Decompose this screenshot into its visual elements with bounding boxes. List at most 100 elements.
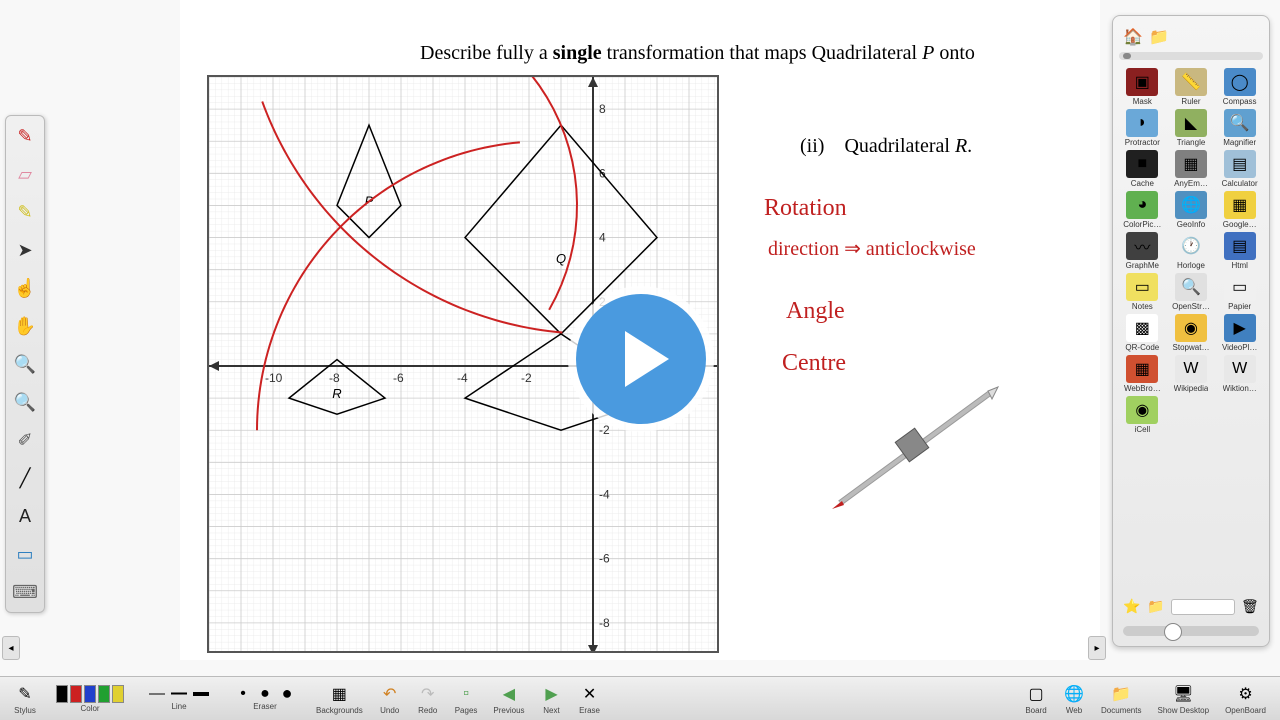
backgrounds-button[interactable]: ▦ Backgrounds — [310, 683, 369, 715]
eraser-icon[interactable]: ▱ — [11, 160, 39, 188]
widget-compass[interactable]: ◯Compass — [1216, 68, 1263, 106]
widget-label: Mask — [1133, 97, 1152, 106]
color-swatch[interactable] — [84, 685, 96, 703]
widget-panel-scrollbar[interactable] — [1119, 52, 1263, 60]
widget-ruler[interactable]: 📏Ruler — [1168, 68, 1215, 106]
star-icon[interactable]: ⭐ — [1123, 598, 1141, 616]
handwriting-rotation: Rotation — [764, 195, 847, 222]
folder-nav-icon[interactable]: 📁 — [1149, 27, 1167, 45]
widget-label: Calculator — [1222, 179, 1258, 188]
widget-label: Ruler — [1181, 97, 1200, 106]
eraser-large[interactable]: ● — [278, 687, 296, 701]
widget-stopwat[interactable]: ◉Stopwat… — [1168, 314, 1215, 352]
play-button[interactable] — [576, 294, 706, 424]
widget-icon: 〰 — [1126, 232, 1158, 260]
openboard-button[interactable]: ⚙ OpenBoard — [1219, 683, 1272, 715]
pages-button[interactable]: ▫ Pages — [449, 683, 484, 715]
widget-calculator[interactable]: ▤Calculator — [1216, 150, 1263, 188]
widget-icell[interactable]: ◉iCell — [1119, 396, 1166, 434]
widget-wiktion[interactable]: WWiktion… — [1216, 355, 1263, 393]
keyboard-icon[interactable]: ⌨ — [11, 578, 39, 606]
widget-graphme[interactable]: 〰GraphMe — [1119, 232, 1166, 270]
widget-anyem[interactable]: ▦AnyEm… — [1168, 150, 1215, 188]
svg-text:8: 8 — [599, 102, 606, 116]
dropper-icon[interactable]: ✐ — [11, 426, 39, 454]
hand-point-icon[interactable]: ☝ — [11, 274, 39, 302]
previous-button[interactable]: ◀ Previous — [487, 683, 530, 715]
line-thin[interactable] — [148, 687, 166, 701]
line-thick[interactable] — [192, 687, 210, 701]
widget-geoinfo[interactable]: 🌐GeoInfo — [1168, 191, 1215, 229]
handwriting-direction: direction ⇒ anticlockwise — [768, 236, 976, 261]
widget-triangle[interactable]: ◣Triangle — [1168, 109, 1215, 147]
widget-openstr[interactable]: 🔍OpenStr… — [1168, 273, 1215, 311]
widget-icon: ▤ — [1224, 232, 1256, 260]
hand-pan-icon[interactable]: ✋ — [11, 312, 39, 340]
web-icon: 🌐 — [1063, 683, 1085, 705]
widget-label: ColorPic… — [1123, 220, 1161, 229]
widget-icon: ◕ — [1126, 191, 1158, 219]
widget-horloge[interactable]: 🕐Horloge — [1168, 232, 1215, 270]
widget-google[interactable]: ▦Google… — [1216, 191, 1263, 229]
line-med[interactable] — [170, 687, 188, 701]
widget-label: AnyEm… — [1174, 179, 1208, 188]
zoom-out-icon[interactable]: 🔍 — [11, 388, 39, 416]
board-button[interactable]: ▢ Board — [1019, 683, 1053, 715]
eraser-med[interactable]: ● — [256, 687, 274, 701]
trash-icon[interactable]: 🗑 — [1241, 598, 1259, 616]
show-desktop-button[interactable]: 🖥 Show Desktop — [1151, 683, 1215, 715]
pen-red-icon[interactable]: ✎ — [11, 122, 39, 150]
widget-zoom-slider[interactable] — [1123, 626, 1259, 636]
home-icon[interactable]: 🏠 — [1123, 27, 1141, 45]
stylus-button[interactable]: ✎ Stylus — [8, 683, 42, 715]
widget-html[interactable]: ▤Html — [1216, 232, 1263, 270]
eraser-small[interactable]: • — [234, 687, 252, 701]
handwriting-angle: Angle — [786, 298, 845, 325]
widget-label: Horloge — [1177, 261, 1205, 270]
widget-qrcode[interactable]: ▩QR-Code — [1119, 314, 1166, 352]
color-swatch[interactable] — [70, 685, 82, 703]
gear-icon: ⚙ — [1235, 683, 1257, 705]
panel-tab-right[interactable]: ▸ — [1088, 636, 1106, 660]
widget-panel: 🏠 📁 ▣Mask📏Ruler◯Compass ◗Protractor◣Trian… — [1112, 15, 1270, 647]
redo-button[interactable]: ↷ Redo — [411, 683, 445, 715]
svg-text:-4: -4 — [457, 371, 468, 385]
compass-instrument[interactable] — [830, 383, 1000, 513]
svg-text:-2: -2 — [521, 371, 532, 385]
line-tool-icon[interactable]: ╱ — [11, 464, 39, 492]
widget-label: Cache — [1131, 179, 1154, 188]
widget-search-input[interactable] — [1171, 599, 1235, 615]
widget-protractor[interactable]: ◗Protractor — [1119, 109, 1166, 147]
widget-label: Wiktion… — [1223, 384, 1257, 393]
highlighter-icon[interactable]: ✎ — [11, 198, 39, 226]
widget-webbro[interactable]: ▦WebBro… — [1119, 355, 1166, 393]
widget-icon: ▩ — [1126, 314, 1158, 342]
widget-cache[interactable]: ■Cache — [1119, 150, 1166, 188]
new-folder-icon[interactable]: 📁 — [1147, 598, 1165, 616]
widget-label: Notes — [1132, 302, 1153, 311]
widget-videopl[interactable]: ▶VideoPl… — [1216, 314, 1263, 352]
undo-button[interactable]: ↶ Undo — [373, 683, 407, 715]
text-tool-icon[interactable]: A — [11, 502, 39, 530]
pointer-icon[interactable]: ➤ — [11, 236, 39, 264]
image-tool-icon[interactable]: ▭ — [11, 540, 39, 568]
widget-wikipedia[interactable]: WWikipedia — [1168, 355, 1215, 393]
color-swatch[interactable] — [98, 685, 110, 703]
color-swatch[interactable] — [112, 685, 124, 703]
svg-text:-2: -2 — [599, 423, 610, 437]
web-button[interactable]: 🌐 Web — [1057, 683, 1091, 715]
next-button[interactable]: ▶ Next — [535, 683, 569, 715]
zoom-in-icon[interactable]: 🔍 — [11, 350, 39, 378]
widget-mask[interactable]: ▣Mask — [1119, 68, 1166, 106]
widget-magnifier[interactable]: 🔍Magnifier — [1216, 109, 1263, 147]
panel-tab-left[interactable]: ◂ — [2, 636, 20, 660]
widget-colorpic[interactable]: ◕ColorPic… — [1119, 191, 1166, 229]
widget-papier[interactable]: ▭Papier — [1216, 273, 1263, 311]
widget-label: GeoInfo — [1177, 220, 1205, 229]
documents-button[interactable]: 📁 Documents — [1095, 683, 1147, 715]
svg-text:-6: -6 — [599, 552, 610, 566]
color-swatch[interactable] — [56, 685, 68, 703]
widget-notes[interactable]: ▭Notes — [1119, 273, 1166, 311]
widget-icon: ▶ — [1224, 314, 1256, 342]
erase-button[interactable]: ✕ Erase — [573, 683, 607, 715]
